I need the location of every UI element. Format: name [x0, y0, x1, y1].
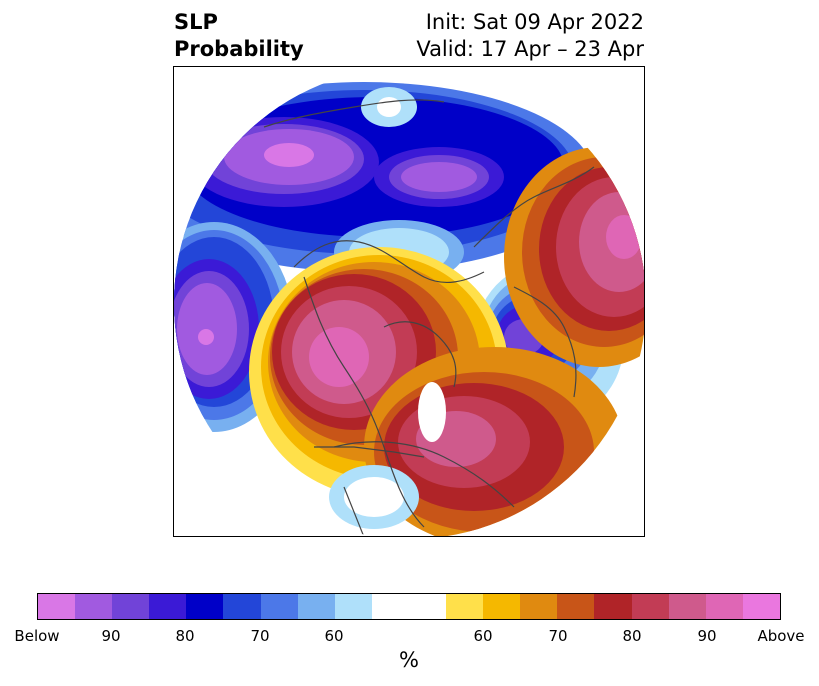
colorbar-segment [557, 594, 595, 619]
colorbar-segment [260, 594, 298, 619]
colorbar-segment [631, 594, 669, 619]
tick-label-above-60: 60 [473, 627, 493, 645]
tick-label-above: Above [757, 627, 805, 645]
map-panel [173, 66, 645, 537]
colorbar-segment [371, 594, 409, 619]
init-date-label: Init: Sat 09 Apr 2022 [425, 10, 644, 34]
colorbar-segment [408, 594, 447, 619]
colorbar-segment [594, 594, 632, 619]
coastlines [263, 99, 595, 536]
title-line-2: Probability [174, 37, 304, 61]
colorbar-segment [668, 594, 706, 619]
colorbar-segment [520, 594, 558, 619]
tick-label-below-90: 90 [101, 627, 121, 645]
title-line-1: SLP [174, 10, 218, 34]
colorbar-segment [297, 594, 335, 619]
colorbar-segment [705, 594, 743, 619]
colorbar-segment [112, 594, 150, 619]
colorbar-segment [149, 594, 187, 619]
colorbar-segment [223, 594, 261, 619]
tick-label-below-60: 60 [324, 627, 344, 645]
colorbar-unit-label: % [399, 648, 419, 672]
colorbar-segment [75, 594, 113, 619]
date-info: Init: Sat 09 Apr 2022 Valid: 17 Apr – 23… [416, 9, 644, 63]
probability-colorbar [37, 593, 781, 620]
tick-label-above-80: 80 [622, 627, 642, 645]
colorbar-segment [742, 594, 780, 619]
colorbar-segment [483, 594, 521, 619]
colorbar-segment [446, 594, 484, 619]
probability-field [174, 67, 644, 536]
tick-label-below-70: 70 [250, 627, 270, 645]
polar-map [174, 67, 644, 536]
valid-date-label: Valid: 17 Apr – 23 Apr [416, 37, 644, 61]
tick-label-above-90: 90 [697, 627, 717, 645]
tick-label-below-80: 80 [175, 627, 195, 645]
tick-label-below: Below [14, 627, 60, 645]
colorbar-segment [38, 594, 76, 619]
map-title: SLP Probability [174, 9, 304, 63]
colorbar-segment [186, 594, 224, 619]
colorbar-segment [334, 594, 372, 619]
tick-label-above-70: 70 [548, 627, 568, 645]
above-normal-eastern-us [329, 347, 624, 536]
